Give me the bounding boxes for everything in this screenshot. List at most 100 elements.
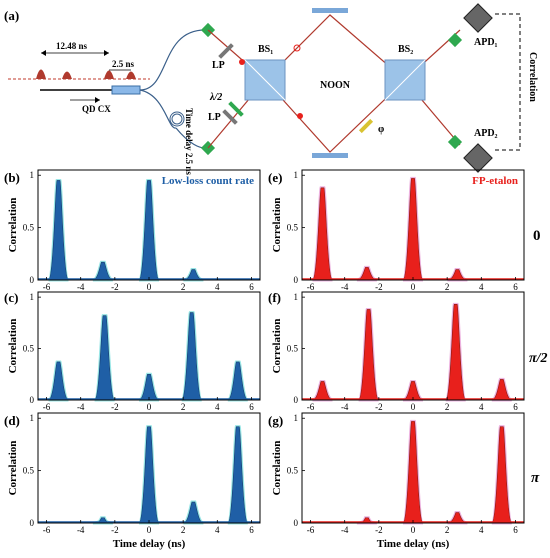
apd1-detector — [463, 3, 493, 33]
peak-c-3 — [181, 312, 202, 401]
source-label: QD CX — [82, 104, 111, 114]
xtick-label-g: -4 — [341, 525, 349, 535]
peak-e-2 — [402, 178, 424, 281]
panel-label-c: (c) — [4, 290, 18, 305]
xtick-label-f: 6 — [513, 402, 518, 412]
ytick-label-f: 0.5 — [287, 344, 299, 354]
phi-label: φ — [378, 124, 384, 135]
beam-lower — [207, 79, 461, 153]
peak-f-0 — [312, 381, 333, 401]
polarizer-upper — [218, 43, 234, 59]
ytick-label-g: 1 — [294, 413, 299, 423]
xtick-label-d: -4 — [77, 525, 85, 535]
setup-diagram: (a) 12.48 ns 2.5 ns QD CX Time delay 2.5… — [4, 3, 538, 175]
photon-marker — [239, 59, 245, 65]
histogram-c: 0 0.5 1 -6 -4 -2 0 2 4 6 Correlation — [7, 291, 261, 412]
xtick-label-e: -6 — [307, 282, 315, 292]
xtick-label-e: 0 — [411, 282, 416, 292]
peak-g-3 — [491, 426, 513, 524]
peak-c-4 — [227, 361, 249, 401]
peak-b-0 — [48, 180, 69, 281]
ytick-label-g: 0.5 — [287, 466, 299, 476]
ylabel-e: Correlation — [271, 198, 283, 253]
phase-label-pi: π — [531, 470, 540, 486]
period-label: 12.48 ns — [56, 41, 88, 51]
peak-b-2 — [138, 180, 160, 281]
xtick-label-e: 4 — [479, 282, 484, 292]
histogram-panels: 0 0.5 1 -6 -4 -2 0 2 4 6 Correlation Low-loss count… — [7, 169, 525, 550]
collimator-out-2 — [447, 134, 463, 150]
collimator-out-1 — [447, 32, 463, 48]
histogram-e: 0 0.5 1 -6 -4 -2 0 2 4 6 Correlation FP-etalon — [271, 169, 525, 292]
xtick-label-c: -4 — [77, 402, 85, 412]
phase-plate — [358, 118, 374, 134]
peak-f-3 — [445, 304, 466, 401]
panel-label-f: (f) — [268, 290, 281, 305]
pulse-train — [36, 69, 136, 79]
peak-b-1 — [92, 261, 113, 281]
panel-label-g: (g) — [268, 413, 283, 428]
phase-label-pi-half: π/2 — [529, 351, 548, 366]
xtick-label-b: 2 — [181, 282, 186, 292]
upper-fiber — [139, 29, 206, 91]
legend-b: Low-loss count rate — [162, 175, 254, 187]
mirror-bottom — [312, 153, 348, 158]
peak-f-4 — [491, 379, 512, 401]
ytick-label-e: 0.5 — [287, 223, 299, 233]
peak-e-0 — [312, 187, 333, 281]
legend-e: FP-etalon — [472, 175, 518, 187]
peak-d-2 — [183, 501, 204, 524]
delay-label: 2.5 ns — [112, 59, 135, 69]
panel-label-b: (b) — [4, 170, 20, 185]
ytick-label-c: 0.5 — [23, 344, 35, 354]
ytick-label-c: 1 — [30, 292, 35, 302]
lp-label-lower: LP — [208, 112, 221, 123]
peak-c-2 — [138, 373, 160, 401]
xtick-label-d: 6 — [249, 525, 254, 535]
xtick-label-f: -4 — [341, 402, 349, 412]
peak-f-1 — [358, 309, 379, 401]
xtick-label-g: 2 — [445, 525, 450, 535]
halfwave-plate — [228, 101, 244, 117]
ylabel-g: Correlation — [271, 441, 283, 496]
ytick-label-b: 0.5 — [23, 223, 35, 233]
histogram-d: 0 0.5 1 -6 -4 -2 0 2 4 6 Correlation Time delay (ns… — [7, 412, 261, 550]
histogram-g: 0 0.5 1 -6 -4 -2 0 2 4 6 Correlation Time delay (ns… — [271, 412, 525, 550]
bs1-label: BS₁ — [258, 44, 273, 55]
apd2-label: APD₂ — [474, 128, 498, 139]
xtick-label-b: -2 — [111, 282, 119, 292]
xtick-label-g: 6 — [513, 525, 518, 535]
xlabel-d: Time delay (ns) — [113, 538, 186, 550]
correlation-bracket — [495, 13, 521, 151]
panel-label-a: (a) — [4, 8, 19, 23]
peak-c-0 — [48, 361, 69, 401]
ytick-label-e: 0 — [294, 275, 299, 285]
panel-label-d: (d) — [4, 413, 20, 428]
correlation-label: Correlation — [527, 52, 538, 102]
xtick-label-e: -4 — [341, 282, 349, 292]
xtick-label-b: 0 — [147, 282, 152, 292]
ylabel-f: Correlation — [271, 319, 283, 374]
histogram-b: 0 0.5 1 -6 -4 -2 0 2 4 6 Correlation Low-loss count… — [7, 169, 261, 292]
xtick-label-b: 4 — [215, 282, 220, 292]
ytick-label-d: 0 — [30, 518, 35, 528]
xtick-label-e: 6 — [513, 282, 518, 292]
xtick-label-g: 0 — [411, 525, 416, 535]
ytick-label-f: 1 — [294, 292, 299, 302]
xtick-label-d: 2 — [181, 525, 186, 535]
peak-d-1 — [138, 426, 160, 524]
xtick-label-f: 0 — [411, 402, 416, 412]
halfwave-label: λ/2 — [209, 92, 222, 103]
peak-f-2 — [402, 381, 424, 401]
mirror-top — [312, 8, 348, 13]
peak-d-3 — [227, 426, 249, 524]
xtick-label-g: -6 — [307, 525, 315, 535]
polarizer-lower — [222, 109, 238, 125]
xtick-label-d: -6 — [43, 525, 51, 535]
xtick-label-c: 2 — [181, 402, 186, 412]
ytick-label-d: 0.5 — [23, 466, 35, 476]
ytick-label-c: 0 — [30, 395, 35, 405]
bs2-label: BS₂ — [398, 44, 413, 55]
time-delay-label: Time delay 2.5 ns — [184, 108, 194, 175]
